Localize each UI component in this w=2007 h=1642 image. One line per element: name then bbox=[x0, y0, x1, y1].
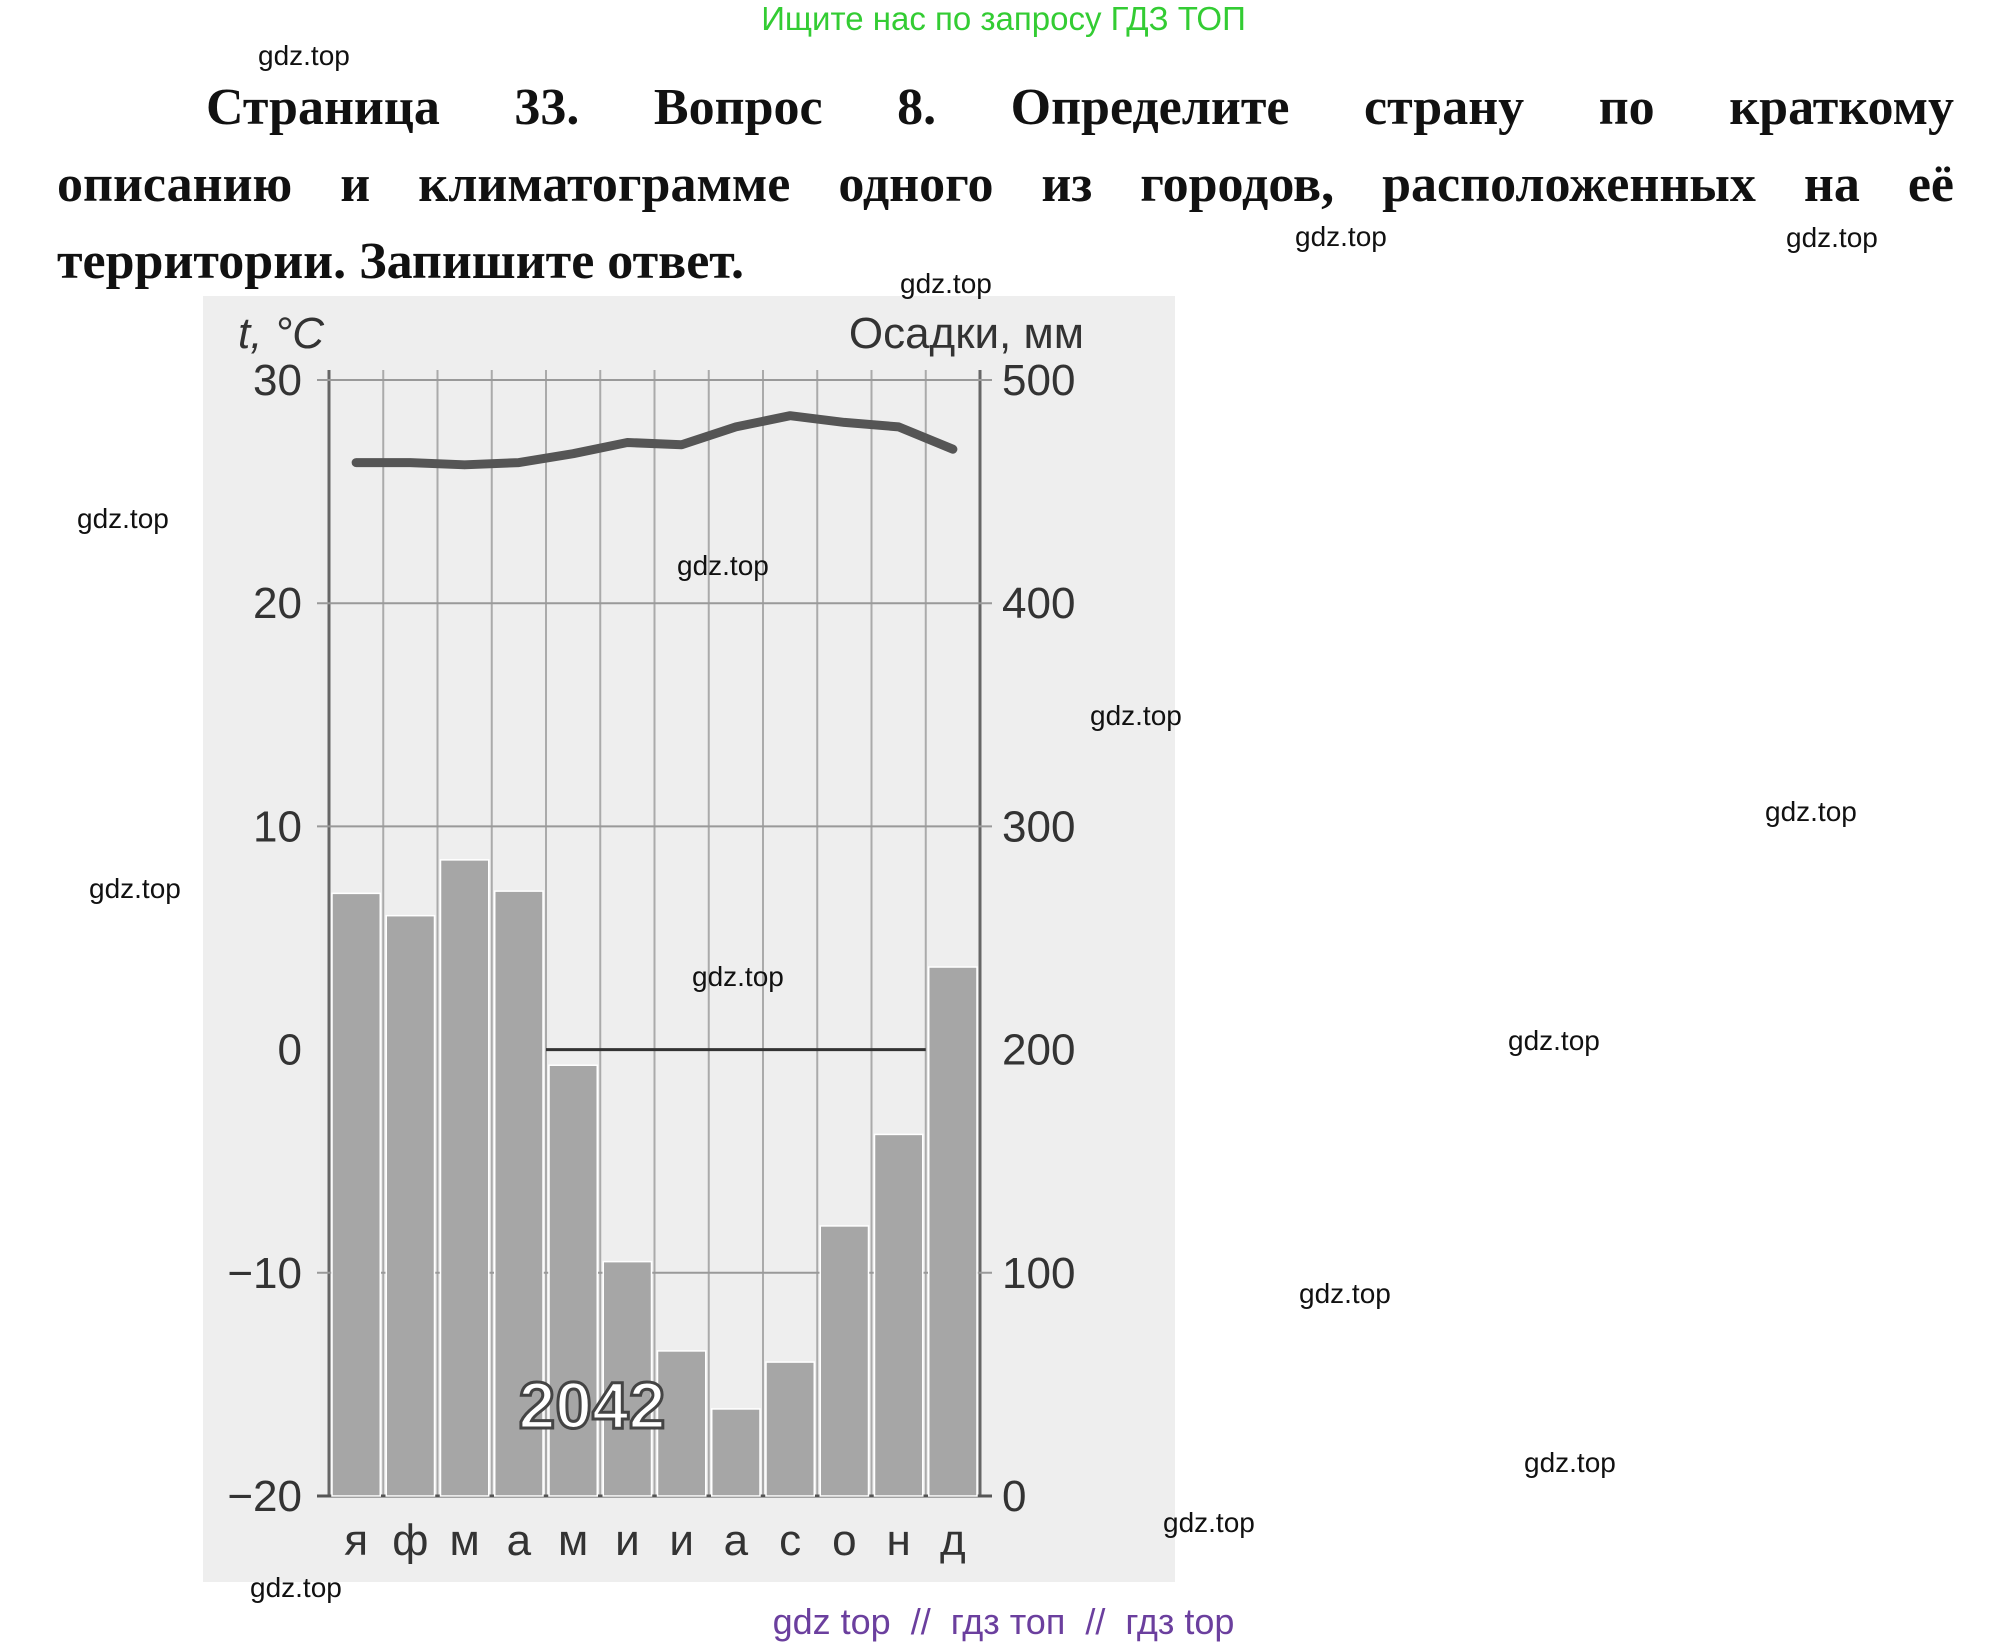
month-label: и bbox=[669, 1516, 694, 1565]
month-label: м bbox=[558, 1516, 588, 1565]
precip-bar bbox=[928, 966, 978, 1497]
month-label: с bbox=[779, 1516, 801, 1565]
precip-bar bbox=[819, 1225, 870, 1497]
left-axis-label: t, °C bbox=[238, 309, 325, 358]
precip-bar bbox=[385, 914, 436, 1497]
precip-bar bbox=[873, 1133, 924, 1497]
watermark: gdz.top bbox=[77, 503, 169, 534]
left-tick-label: −20 bbox=[227, 1472, 302, 1521]
month-label: а bbox=[724, 1516, 749, 1565]
watermark: gdz.top bbox=[1295, 221, 1387, 252]
left-tick-label: 0 bbox=[278, 1026, 302, 1075]
month-label: и bbox=[615, 1516, 640, 1565]
precip-bar bbox=[494, 890, 544, 1497]
month-label: д bbox=[940, 1516, 966, 1565]
station-number: 2042 bbox=[519, 1368, 666, 1442]
right-tick-label: 300 bbox=[1002, 802, 1075, 851]
left-tick-label: −10 bbox=[227, 1249, 302, 1298]
precip-bar bbox=[711, 1408, 761, 1497]
month-label: н bbox=[886, 1516, 910, 1565]
precip-bar bbox=[331, 892, 381, 1497]
temperature-line bbox=[351, 411, 958, 470]
right-tick-label: 400 bbox=[1002, 579, 1075, 628]
watermark: gdz.top bbox=[1163, 1507, 1255, 1538]
precip-bar bbox=[548, 1064, 598, 1497]
right-tick-label: 500 bbox=[1002, 356, 1075, 405]
right-tick-label: 0 bbox=[1002, 1472, 1026, 1521]
watermark: gdz.top bbox=[250, 1572, 342, 1603]
precip-bar bbox=[439, 859, 490, 1497]
right-axis-label: Осадки, мм bbox=[849, 309, 1084, 358]
question-line-2: описанию и климатограмме одного из город… bbox=[57, 156, 1954, 213]
precip-bar bbox=[602, 1260, 653, 1497]
watermark: gdz.top bbox=[677, 550, 769, 581]
right-tick-label: 200 bbox=[1002, 1026, 1075, 1075]
left-tick-label: 10 bbox=[253, 802, 302, 851]
watermark: gdz.top bbox=[1765, 796, 1857, 827]
watermark: gdz.top bbox=[1090, 700, 1182, 731]
watermark: gdz.top bbox=[89, 873, 181, 904]
watermark: gdz.top bbox=[900, 268, 992, 299]
month-label: м bbox=[450, 1516, 480, 1565]
watermark: gdz.top bbox=[1786, 222, 1878, 253]
precip-bar bbox=[656, 1350, 707, 1497]
left-tick-label: 30 bbox=[253, 356, 302, 405]
right-tick-label: 100 bbox=[1002, 1249, 1075, 1298]
watermark: gdz.top bbox=[258, 40, 350, 71]
month-label: о bbox=[832, 1516, 856, 1565]
watermark: gdz.top bbox=[1508, 1025, 1600, 1056]
question-line-3: территории. Запишите ответ. bbox=[57, 233, 744, 290]
month-label: ф bbox=[392, 1516, 428, 1565]
question-line-1: Страница 33. Вопрос 8. Определите страну… bbox=[206, 79, 1954, 136]
month-label: а bbox=[507, 1516, 532, 1565]
left-tick-label: 20 bbox=[253, 579, 302, 628]
search-banner: Ищите нас по запросу ГДЗ ТОП bbox=[761, 0, 1246, 37]
precip-bar bbox=[765, 1361, 815, 1497]
watermark: gdz.top bbox=[1524, 1447, 1616, 1478]
watermark: gdz.top bbox=[692, 961, 784, 992]
watermark: gdz.top bbox=[1299, 1278, 1391, 1309]
footer-links: gdz top // гдз топ // гдз top bbox=[772, 1601, 1235, 1642]
month-label: я bbox=[344, 1516, 368, 1565]
